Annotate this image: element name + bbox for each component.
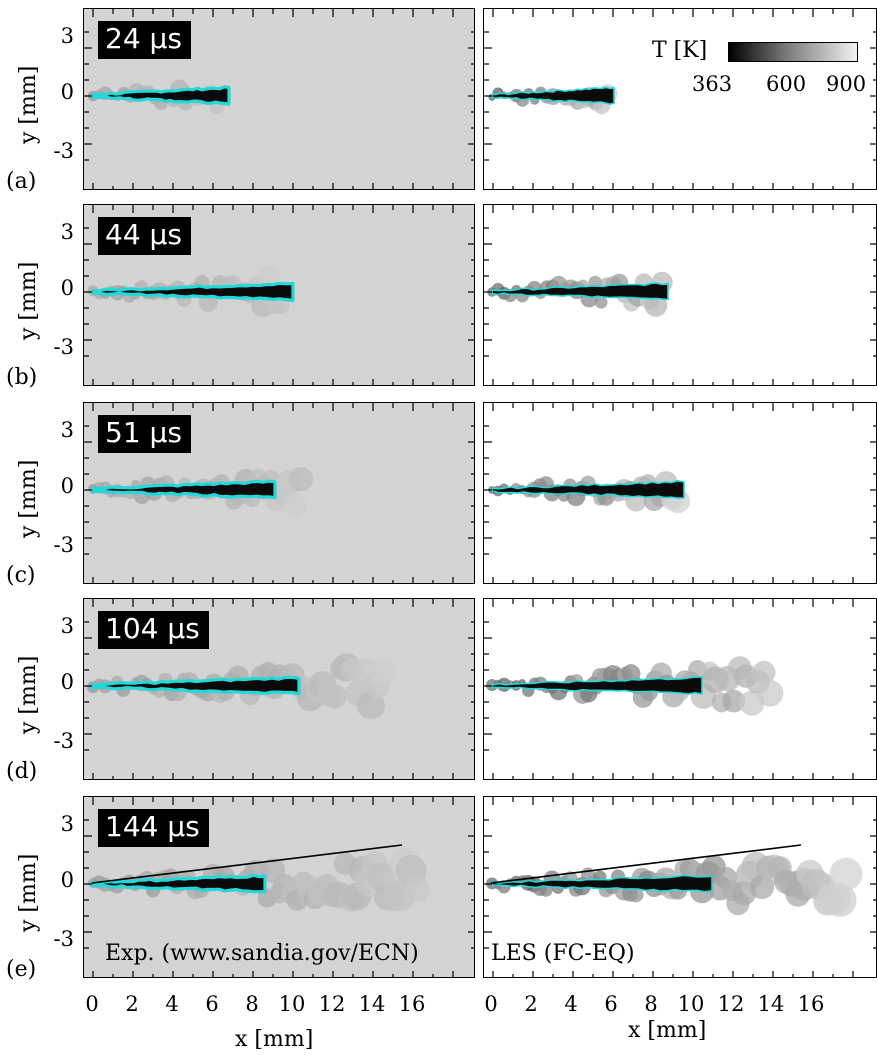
- x-tick-label: 4: [165, 992, 179, 1016]
- time-label: 24 µs: [98, 21, 191, 59]
- x-tick-label: 2: [524, 992, 538, 1016]
- liquid-core: [491, 874, 713, 893]
- y-tick-label: 0: [60, 670, 74, 694]
- liquid-core: [91, 85, 231, 106]
- tick-marks: [484, 9, 876, 189]
- x-tick-label: 12: [717, 992, 745, 1016]
- liquid-core: [491, 676, 703, 695]
- les-panel: [483, 204, 877, 386]
- panel-tag: (a): [6, 169, 37, 194]
- time-label: 51 µs: [98, 415, 191, 453]
- tick-marks: [84, 797, 474, 977]
- exp-image: [84, 797, 474, 977]
- exp-panel: 104 µs: [83, 598, 475, 780]
- liquid-core: [91, 281, 295, 302]
- x-tick-label: 6: [205, 992, 219, 1016]
- time-label: 104 µs: [98, 611, 209, 649]
- liquid-core: [91, 479, 277, 500]
- x-tick-label: 10: [278, 992, 306, 1016]
- les-panel: [483, 796, 877, 978]
- y-tick-label: 3: [60, 418, 74, 442]
- x-tick-label: 4: [564, 992, 578, 1016]
- x-tick-label: 8: [245, 992, 259, 1016]
- y-tick-label: 3: [60, 220, 74, 244]
- exp-image: [84, 205, 474, 385]
- spreading-angle-line: [490, 844, 802, 884]
- les-source-label: LES (FC-EQ): [491, 941, 635, 966]
- x-tick-label: 16: [797, 992, 825, 1016]
- time-label: 144 µs: [98, 809, 209, 847]
- panel-tag: (c): [6, 563, 36, 588]
- x-tick-label: 6: [604, 992, 618, 1016]
- y-tick-label: -3: [53, 927, 74, 951]
- x-axis-label: x [mm]: [235, 1027, 314, 1052]
- liquid-core: [491, 282, 669, 301]
- tick-marks: [84, 403, 474, 583]
- exp-panel: 144 µs: [83, 796, 475, 978]
- exp-panel: 24 µs: [83, 8, 475, 190]
- colorbar-tick-label: 363: [692, 72, 733, 96]
- x-tick-label: 16: [398, 992, 426, 1016]
- x-tick-label: 12: [318, 992, 346, 1016]
- y-axis-label: y [mm]: [16, 655, 41, 734]
- y-axis-label: y [mm]: [16, 261, 41, 340]
- tick-marks: [484, 403, 876, 583]
- y-tick-label: 3: [60, 614, 74, 638]
- exp-source-label: Exp. (www.sandia.gov/ECN): [105, 941, 419, 966]
- x-tick-label: 14: [358, 992, 386, 1016]
- y-tick-label: -3: [53, 139, 74, 163]
- exp-image: [84, 9, 474, 189]
- liquid-core: [91, 873, 267, 894]
- exp-image: [84, 403, 474, 583]
- y-tick-label: 0: [60, 276, 74, 300]
- y-axis-label: y [mm]: [16, 459, 41, 538]
- y-tick-label: 0: [60, 80, 74, 104]
- x-tick-label: 0: [85, 992, 99, 1016]
- tick-marks: [484, 797, 876, 977]
- y-tick-label: 3: [60, 812, 74, 836]
- les-image: [484, 599, 876, 779]
- les-panel: [483, 402, 877, 584]
- tick-marks: [84, 9, 474, 189]
- les-panel: [483, 8, 877, 190]
- tick-marks: [84, 599, 474, 779]
- tick-marks: [84, 205, 474, 385]
- tick-marks: [484, 205, 876, 385]
- x-tick-label: 2: [125, 992, 139, 1016]
- liquid-core: [491, 86, 615, 105]
- tick-marks: [484, 599, 876, 779]
- exp-image: [84, 599, 474, 779]
- colorbar-tick-label: 900: [826, 72, 867, 96]
- y-tick-label: -3: [53, 533, 74, 557]
- panel-tag: (e): [6, 957, 37, 982]
- exp-panel: 44 µs: [83, 204, 475, 386]
- y-tick-label: 0: [60, 474, 74, 498]
- x-tick-label: 0: [484, 992, 498, 1016]
- spreading-angle-line: [91, 844, 403, 884]
- y-tick-label: 0: [60, 868, 74, 892]
- liquid-core: [91, 675, 301, 696]
- y-axis-label: y [mm]: [16, 853, 41, 932]
- panel-tag: (d): [6, 759, 38, 784]
- x-tick-label: 8: [644, 992, 658, 1016]
- y-axis-label: y [mm]: [16, 65, 41, 144]
- les-panel: [483, 598, 877, 780]
- colorbar-tick-label: 600: [766, 72, 807, 96]
- colorbar-title: T [K]: [652, 38, 708, 63]
- les-image: [484, 205, 876, 385]
- x-tick-label: 10: [677, 992, 705, 1016]
- les-image: [484, 797, 876, 977]
- liquid-core: [491, 480, 685, 499]
- x-axis-label: x [mm]: [628, 1018, 707, 1043]
- x-tick-label: 14: [757, 992, 785, 1016]
- y-tick-label: -3: [53, 729, 74, 753]
- colorbar: [728, 42, 858, 62]
- exp-panel: 51 µs: [83, 402, 475, 584]
- les-image: [484, 9, 876, 189]
- y-tick-label: 3: [60, 24, 74, 48]
- y-tick-label: -3: [53, 335, 74, 359]
- les-image: [484, 403, 876, 583]
- panel-tag: (b): [6, 365, 38, 390]
- time-label: 44 µs: [98, 217, 191, 255]
